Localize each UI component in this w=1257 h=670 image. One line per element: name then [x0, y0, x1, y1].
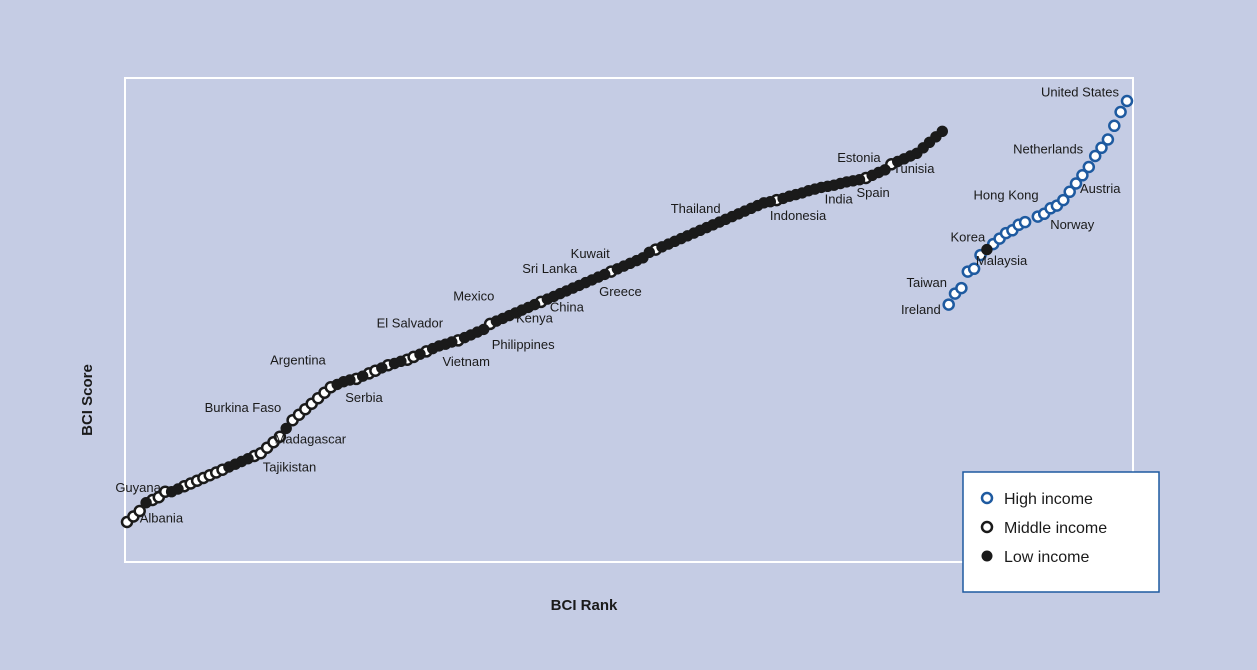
country-label-estonia: Estonia: [837, 150, 881, 165]
legend-marker-middle-income: [980, 520, 994, 534]
country-label-sri-lanka: Sri Lanka: [522, 261, 578, 276]
low-income-point: [446, 336, 458, 348]
country-label-argentina: Argentina: [270, 353, 326, 368]
low-income-point: [879, 164, 891, 176]
low-income-point: [376, 362, 388, 374]
low-income-point: [140, 497, 152, 509]
country-label-mexico: Mexico: [453, 289, 494, 304]
low-income-point: [357, 370, 369, 382]
legend-label-middle-income: Middle income: [1004, 520, 1107, 537]
y-axis-title: BCI Score: [79, 364, 96, 436]
legend-label-high-income: High income: [1004, 491, 1093, 508]
country-label-guyana: Guyana: [115, 480, 161, 495]
middle-income-point: [273, 430, 287, 443]
legend-marker-high-income: [980, 491, 994, 505]
legend: High income Middle income Low income: [962, 471, 1160, 593]
low-income-point: [280, 422, 292, 435]
high-income-point: [942, 298, 955, 311]
plot-frame: [124, 77, 1134, 563]
country-label-indonesia: Indonesia: [770, 208, 827, 223]
country-label-tajikistan: Tajikistan: [263, 460, 316, 475]
country-label-vietnam: Vietnam: [442, 354, 489, 369]
country-label-austria: Austria: [1080, 181, 1121, 196]
country-label-thailand: Thailand: [671, 201, 721, 216]
high-income-point: [1082, 160, 1096, 174]
country-label-albania: Albania: [140, 510, 184, 525]
country-label-greece: Greece: [599, 284, 642, 299]
low-income-point: [242, 453, 254, 465]
high-income-point: [1057, 193, 1070, 207]
low-income-point: [643, 246, 655, 259]
high-income-point: [1120, 94, 1134, 108]
high-income-point: [1088, 149, 1102, 163]
country-label-ireland: Ireland: [901, 302, 941, 317]
high-income-point: [1063, 185, 1076, 199]
high-income-point: [1095, 141, 1108, 155]
legend-item-low: Low income: [981, 549, 1089, 566]
low-income-point: [981, 243, 993, 256]
high-income-point: [955, 281, 968, 295]
legend-item-middle: Middle income: [980, 520, 1107, 537]
high-income-point: [1114, 105, 1127, 119]
country-label-netherlands: Netherlands: [1013, 141, 1084, 156]
country-label-spain: Spain: [857, 185, 890, 200]
country-label-madagascar: Madagascar: [275, 432, 347, 447]
low-income-point: [599, 268, 611, 281]
country-label-korea: Korea: [950, 230, 985, 245]
country-label-malaysia: Malaysia: [976, 253, 1028, 268]
legend-marker-low-income: [981, 550, 993, 562]
country-label-kenya: Kenya: [516, 311, 554, 326]
country-label-burkina-faso: Burkina Faso: [205, 400, 282, 415]
high-income-point: [1076, 169, 1089, 182]
country-label-united-states: United States: [1041, 84, 1120, 99]
legend-label-low-income: Low income: [1004, 549, 1089, 566]
low-income-point: [936, 125, 948, 138]
low-income-point: [853, 174, 866, 186]
low-income-point: [344, 374, 356, 386]
country-label-el-salvador: El Salvador: [377, 315, 444, 330]
country-label-serbia: Serbia: [345, 390, 383, 405]
data-points: [120, 94, 1134, 529]
middle-income-point: [133, 504, 146, 518]
high-income-point: [1101, 133, 1115, 146]
legend-frame: [962, 471, 1160, 593]
country-labels: Albania Guyana Tajikistan Madagascar Burkina…: [115, 84, 1121, 525]
country-label-india: India: [825, 192, 854, 207]
high-income-point: [967, 262, 981, 276]
high-income-point: [1018, 215, 1032, 229]
country-label-philippines: Philippines: [492, 337, 555, 352]
high-income-point: [1108, 119, 1121, 133]
low-income-point: [528, 298, 541, 311]
country-label-china: China: [550, 300, 585, 315]
country-label-tunisia: Tunisia: [893, 161, 935, 176]
high-income-point: [1069, 177, 1083, 190]
x-axis-title: BCI Rank: [551, 597, 618, 614]
low-income-point: [172, 483, 184, 495]
country-label-hong-kong: Hong Kong: [974, 188, 1039, 203]
legend-item-high: High income: [980, 491, 1093, 508]
low-income-point: [478, 323, 490, 336]
low-income-point: [395, 355, 407, 367]
low-income-point: [414, 348, 426, 360]
country-label-taiwan: Taiwan: [907, 275, 947, 290]
country-label-kuwait: Kuwait: [571, 246, 610, 261]
low-income-point: [764, 196, 776, 208]
country-label-norway: Norway: [1050, 217, 1095, 232]
